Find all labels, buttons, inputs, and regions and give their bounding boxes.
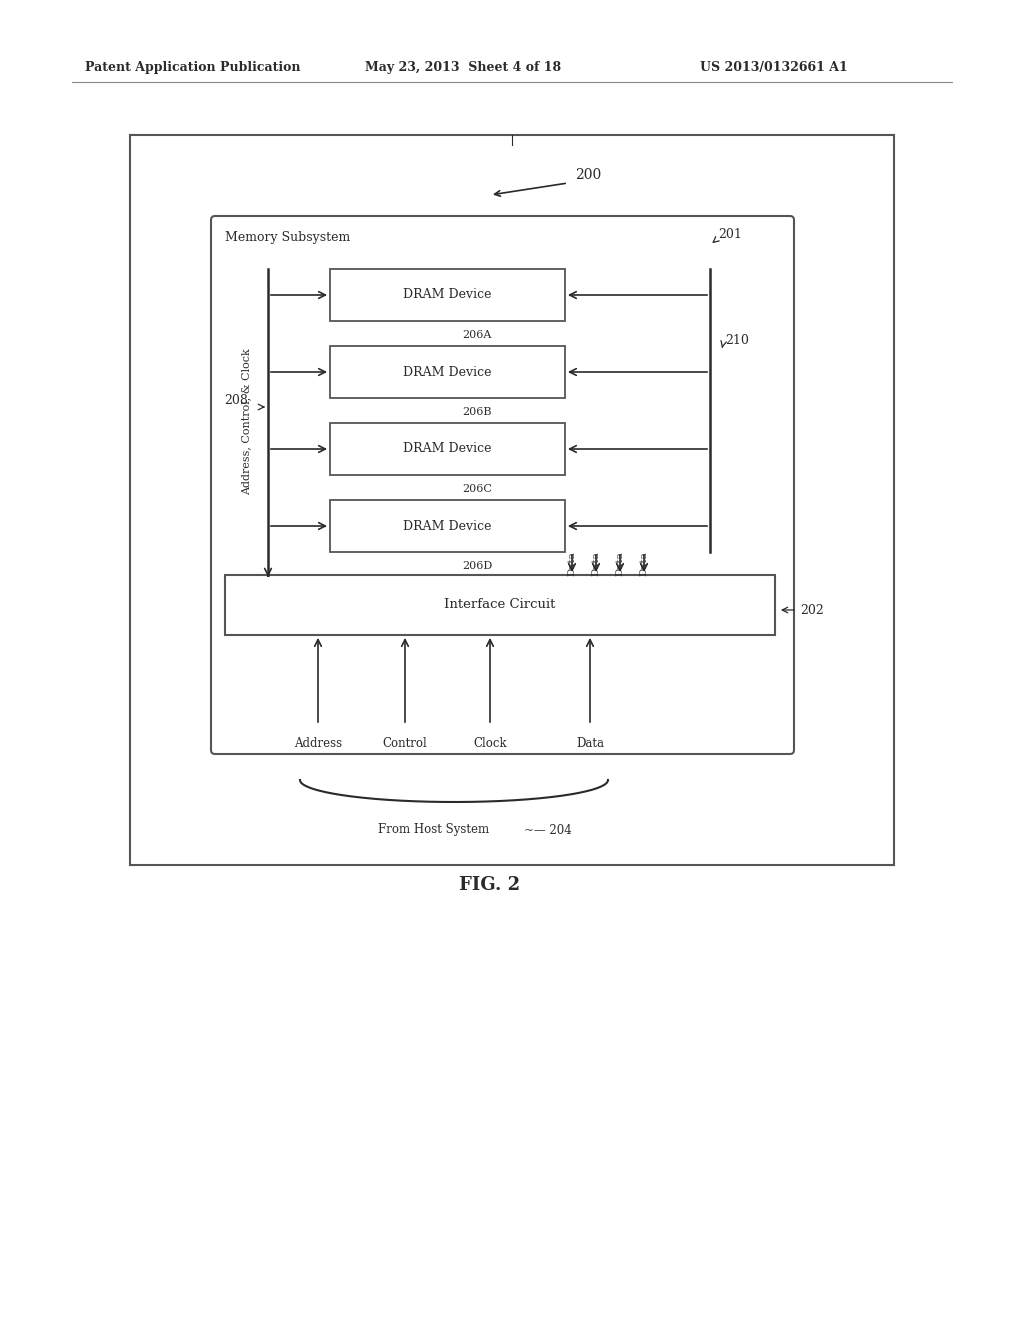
Text: 206D: 206D — [463, 561, 493, 572]
Text: Data: Data — [592, 552, 600, 576]
Text: 201: 201 — [718, 228, 741, 242]
Text: 206A: 206A — [463, 330, 492, 341]
Text: Clock: Clock — [473, 737, 507, 750]
Text: 206B: 206B — [463, 407, 492, 417]
Text: 210: 210 — [725, 334, 749, 346]
Bar — [330, 269, 565, 321]
Text: From Host System: From Host System — [379, 824, 489, 837]
Text: Data: Data — [567, 552, 577, 576]
Text: Address, Control, & Clock: Address, Control, & Clock — [241, 348, 251, 495]
Text: 200: 200 — [575, 168, 601, 182]
Text: Interface Circuit: Interface Circuit — [444, 598, 556, 611]
Text: 206C: 206C — [463, 484, 493, 494]
Text: Data: Data — [615, 552, 625, 576]
Text: DRAM Device: DRAM Device — [403, 289, 492, 301]
Text: DRAM Device: DRAM Device — [403, 520, 492, 532]
Text: Data: Data — [575, 737, 604, 750]
Text: Memory Subsystem: Memory Subsystem — [225, 231, 350, 244]
Bar — [130, 135, 894, 865]
Text: May 23, 2013  Sheet 4 of 18: May 23, 2013 Sheet 4 of 18 — [365, 62, 561, 74]
Text: Patent Application Publication: Patent Application Publication — [85, 62, 300, 74]
Text: Data: Data — [640, 552, 648, 576]
Text: 208: 208 — [224, 393, 248, 407]
Bar — [330, 500, 565, 552]
Text: DRAM Device: DRAM Device — [403, 442, 492, 455]
Text: Address: Address — [294, 737, 342, 750]
FancyBboxPatch shape — [211, 216, 794, 754]
Bar — [330, 346, 565, 399]
Text: US 2013/0132661 A1: US 2013/0132661 A1 — [700, 62, 848, 74]
Text: 202: 202 — [800, 603, 823, 616]
Text: ~— 204: ~— 204 — [524, 824, 571, 837]
Text: DRAM Device: DRAM Device — [403, 366, 492, 379]
Bar — [225, 576, 775, 635]
Text: Control: Control — [383, 737, 427, 750]
Bar — [330, 422, 565, 475]
Text: FIG. 2: FIG. 2 — [460, 876, 520, 894]
